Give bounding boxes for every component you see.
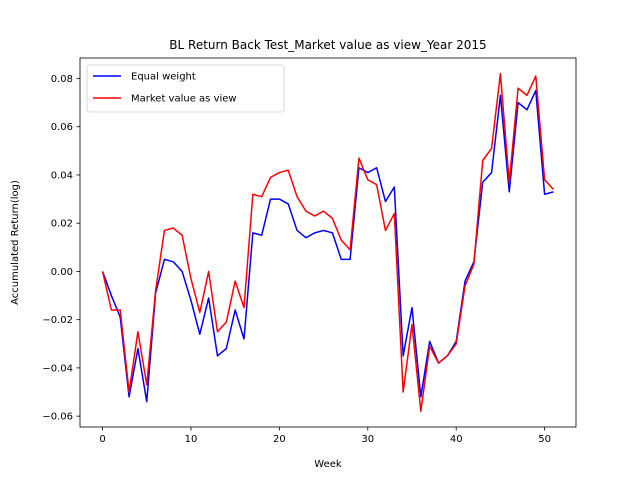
y-tick-label: 0.08 [51,74,73,85]
x-tick-label: 0 [99,434,105,445]
x-tick-label: 20 [273,434,286,445]
x-tick-label: 10 [185,434,198,445]
x-tick-label: 50 [538,434,551,445]
y-tick-label: −0.02 [42,315,73,326]
axes-frame [79,57,577,428]
series-line-1 [101,72,555,413]
legend: Equal weight Market value as view [86,64,285,113]
x-axis: 0 10 20 30 40 50 [99,427,551,445]
legend-label: Market value as view [131,94,237,105]
y-tick-label: −0.06 [42,412,73,423]
x-axis-label: Week [314,459,342,470]
legend-label: Equal weight [131,72,196,83]
plot-area [101,72,555,413]
x-tick-label: 30 [361,434,374,445]
y-tick-label: −0.04 [42,363,73,374]
legend-box [86,64,285,113]
y-tick-label: 0.02 [51,219,73,230]
y-axis-label: Accumulated Return(log) [10,180,21,305]
x-tick-label: 40 [450,434,463,445]
chart-title: BL Return Back Test_Market value as view… [169,38,486,52]
y-axis: −0.06 −0.04 −0.02 0.00 0.02 0.04 0.06 0.08 [42,74,80,423]
y-tick-label: 0.00 [51,267,73,278]
y-tick-label: 0.06 [51,122,73,133]
series-line-0 [101,89,554,403]
y-tick-label: 0.04 [51,170,73,181]
